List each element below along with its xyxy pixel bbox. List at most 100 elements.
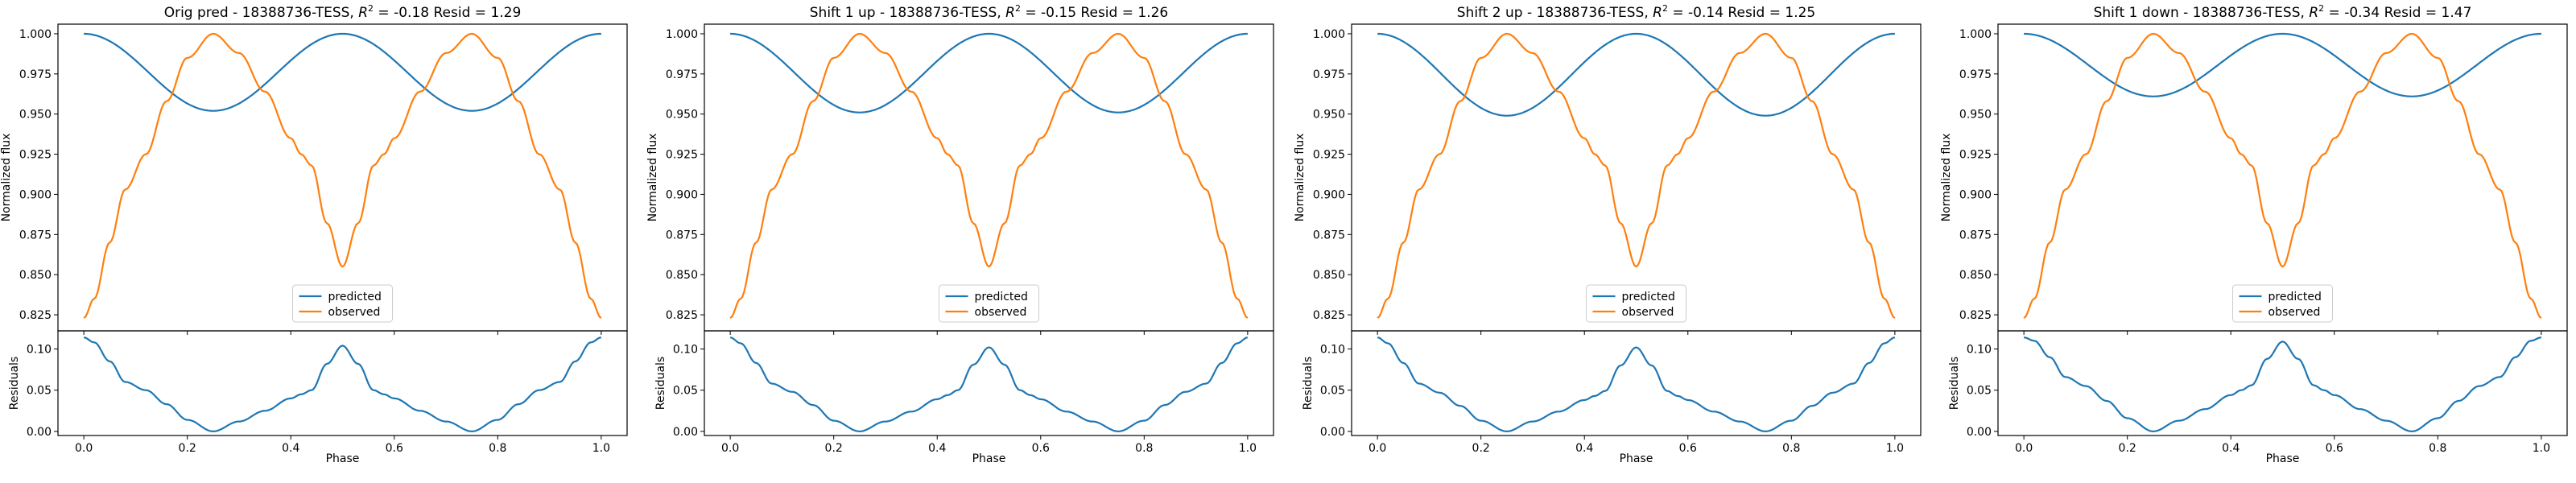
residuals-line (729, 336, 1249, 433)
x-tick-label: 0.4 (928, 442, 946, 455)
y-tick-label: 0.850 (19, 269, 52, 282)
y-tick-label: 0.925 (19, 149, 52, 162)
residual-y-tick-label: 0.05 (27, 385, 52, 398)
y-tick-label: 0.950 (1313, 109, 1345, 122)
legend-box (939, 284, 1039, 323)
title-r2-sup: 2 (2318, 3, 2324, 14)
title-r2-sup: 2 (1015, 3, 1021, 14)
y-tick-label: 0.950 (19, 109, 52, 122)
chart-panel-3: Shift 2 up - 18388736-TESS, R2 = -0.14 R… (1294, 3, 1922, 465)
x-tick-label: 0.4 (2222, 442, 2240, 455)
x-tick-label: 0.2 (2119, 442, 2136, 455)
chart-panel-2: Shift 1 up - 18388736-TESS, R2 = -0.15 R… (646, 3, 1274, 465)
chart-panel-1: Orig pred - 18388736-TESS, R2 = -0.18 Re… (0, 3, 628, 465)
x-tick-label: 0.2 (1472, 442, 1490, 455)
x-tick-label: 1.0 (592, 442, 610, 455)
y-tick-label: 0.975 (666, 68, 698, 81)
y-tick-label: 1.000 (1313, 28, 1345, 41)
observed-line (1377, 32, 1896, 319)
residual-y-tick-label: 0.00 (1967, 426, 1992, 439)
title-equals: = (1021, 5, 1041, 21)
y-tick-label: 0.950 (666, 109, 698, 122)
legend-predicted-label: predicted (1622, 291, 1675, 303)
chart-title: Orig pred - 18388736-TESS, R2 = -0.18 Re… (164, 3, 522, 21)
x-tick-label: 0.8 (2429, 442, 2446, 455)
legend-observed-label: observed (2268, 306, 2321, 319)
y-tick-label: 0.925 (1313, 149, 1345, 162)
y-tick-label: 0.975 (19, 68, 52, 81)
top-y-axis-label: Normalized flux (0, 134, 13, 222)
legend-predicted-label: predicted (975, 291, 1028, 303)
y-tick-label: 0.850 (1313, 269, 1345, 282)
predicted-line (84, 32, 601, 112)
residuals-y-axis-label: Residuals (1302, 357, 1315, 410)
y-tick-label: 0.875 (666, 229, 698, 242)
predicted-line (2024, 32, 2541, 97)
title-resid-value: 1.47 (2442, 5, 2472, 21)
residual-y-tick-label: 0.05 (673, 385, 698, 398)
title-r2-value: -0.14 (1688, 5, 1724, 21)
title-r2-value: -0.34 (2344, 5, 2380, 21)
title-resid-value: 1.25 (1785, 5, 1815, 21)
y-tick-label: 0.975 (1313, 68, 1345, 81)
x-tick-label: 1.0 (1886, 442, 1904, 455)
chart-title: Shift 1 up - 18388736-TESS, R2 = -0.15 R… (810, 3, 1168, 21)
x-tick-label: 0.0 (1368, 442, 1386, 455)
observed-line (729, 32, 1249, 319)
x-tick-label: 0.4 (282, 442, 299, 455)
x-tick-label: 0.6 (386, 442, 403, 455)
x-axis-label: Phase (972, 452, 1006, 465)
x-tick-label: 0.0 (75, 442, 93, 455)
x-tick-label: 0.0 (2015, 442, 2033, 455)
title-r2-symbol: R (2309, 5, 2318, 21)
y-tick-label: 0.975 (1959, 68, 1992, 81)
residuals-axes-frame (57, 330, 628, 436)
top-y-axis-label: Normalized flux (1940, 134, 1953, 222)
observed-line (2023, 32, 2542, 319)
title-r2-symbol: R (358, 5, 368, 21)
legend: predicted observed (2232, 284, 2333, 323)
legend-observed-label: observed (328, 306, 381, 319)
residual-y-tick-label: 0.10 (1320, 344, 1345, 357)
y-tick-label: 0.925 (1959, 149, 1992, 162)
y-tick-label: 0.900 (19, 188, 52, 201)
title-r2-symbol: R (1653, 5, 1662, 21)
x-tick-label: 0.8 (489, 442, 506, 455)
top-y-axis-label: Normalized flux (1294, 134, 1307, 222)
x-tick-label: 0.6 (2326, 442, 2343, 455)
legend-observed-label: observed (1622, 306, 1674, 319)
legend: predicted observed (1586, 284, 1686, 323)
y-tick-label: 0.875 (1959, 229, 1992, 242)
legend: predicted observed (939, 284, 1039, 323)
observed-line (83, 32, 602, 319)
residuals-line (2023, 336, 2542, 433)
x-axis-label: Phase (2266, 452, 2300, 465)
y-tick-label: 0.875 (1313, 229, 1345, 242)
y-tick-label: 0.900 (666, 188, 698, 201)
residual-y-tick-label: 0.00 (27, 426, 52, 439)
title-r2-sup: 2 (1662, 3, 1668, 14)
residual-y-tick-label: 0.00 (673, 426, 698, 439)
legend-box (1586, 284, 1686, 323)
title-prefix: Shift 1 down - 18388736-TESS, (2094, 5, 2310, 21)
y-tick-label: 0.950 (1959, 109, 1992, 122)
residuals-y-axis-label: Residuals (8, 357, 21, 410)
x-tick-label: 1.0 (2533, 442, 2550, 455)
legend-box (292, 284, 393, 323)
y-tick-label: 0.900 (1313, 188, 1345, 201)
x-tick-label: 0.2 (825, 442, 843, 455)
residuals-axes-frame (1997, 330, 2568, 436)
residuals-line (83, 336, 602, 433)
title-r2-symbol: R (1005, 5, 1015, 21)
title-resid-label: Resid = (1724, 5, 1785, 21)
x-axis-label: Phase (326, 452, 360, 465)
title-resid-label: Resid = (1076, 5, 1137, 21)
residual-y-tick-label: 0.00 (1320, 426, 1345, 439)
x-axis-label: Phase (1620, 452, 1653, 465)
title-resid-value: 1.26 (1137, 5, 1168, 21)
residuals-axes-frame (1351, 330, 1922, 436)
x-tick-label: 0.2 (179, 442, 196, 455)
residuals-y-axis-label: Residuals (654, 357, 667, 410)
title-prefix: Orig pred - 18388736-TESS, (164, 5, 359, 21)
